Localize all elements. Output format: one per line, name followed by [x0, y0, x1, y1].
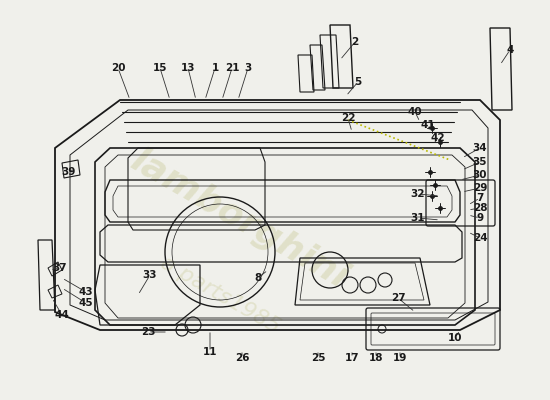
Text: 3: 3: [244, 63, 252, 73]
Text: 21: 21: [225, 63, 239, 73]
Text: 25: 25: [311, 353, 325, 363]
Text: 33: 33: [143, 270, 157, 280]
Text: 31: 31: [411, 213, 425, 223]
Text: 35: 35: [473, 157, 487, 167]
Text: 7: 7: [476, 193, 483, 203]
Text: 39: 39: [61, 167, 75, 177]
Text: 5: 5: [354, 77, 362, 87]
Text: 30: 30: [473, 170, 487, 180]
Text: 11: 11: [203, 347, 217, 357]
Text: 20: 20: [111, 63, 125, 73]
Text: 9: 9: [476, 213, 483, 223]
Text: 8: 8: [254, 273, 262, 283]
Text: 1: 1: [211, 63, 219, 73]
Text: 19: 19: [393, 353, 407, 363]
Text: 37: 37: [53, 263, 67, 273]
Text: 32: 32: [411, 189, 425, 199]
Text: 44: 44: [54, 310, 69, 320]
Text: 17: 17: [345, 353, 359, 363]
Text: 27: 27: [390, 293, 405, 303]
Text: 4: 4: [507, 45, 514, 55]
Text: 43: 43: [79, 287, 94, 297]
Text: 18: 18: [368, 353, 383, 363]
Text: a parts1985: a parts1985: [157, 253, 283, 337]
Text: 10: 10: [448, 333, 462, 343]
Text: lamborghini: lamborghini: [125, 144, 355, 296]
Text: 23: 23: [141, 327, 155, 337]
Text: 13: 13: [181, 63, 195, 73]
Text: 40: 40: [408, 107, 422, 117]
Text: 42: 42: [431, 133, 446, 143]
Text: 41: 41: [421, 120, 435, 130]
Text: 2: 2: [351, 37, 359, 47]
Text: 24: 24: [472, 233, 487, 243]
Text: 29: 29: [473, 183, 487, 193]
Text: 15: 15: [153, 63, 167, 73]
Text: 45: 45: [79, 298, 94, 308]
Text: 28: 28: [473, 203, 487, 213]
Text: 26: 26: [235, 353, 249, 363]
Text: 34: 34: [472, 143, 487, 153]
Text: 22: 22: [341, 113, 355, 123]
